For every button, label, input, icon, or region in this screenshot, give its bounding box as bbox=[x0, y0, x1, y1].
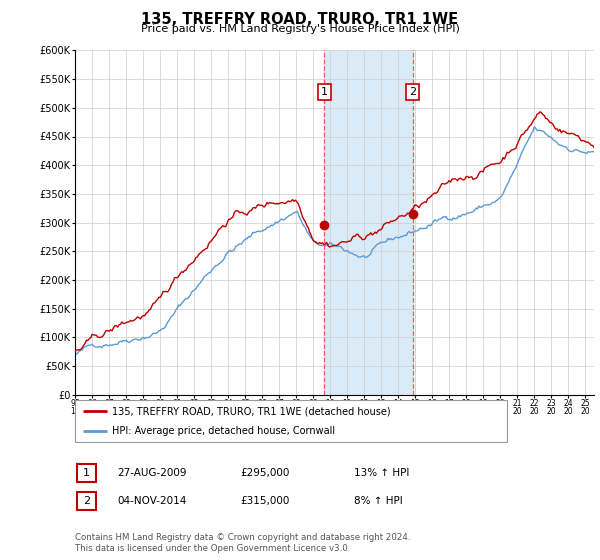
Text: 135, TREFFRY ROAD, TRURO, TR1 1WE (detached house): 135, TREFFRY ROAD, TRURO, TR1 1WE (detac… bbox=[112, 407, 391, 416]
Text: £315,000: £315,000 bbox=[240, 496, 289, 506]
Text: 13% ↑ HPI: 13% ↑ HPI bbox=[354, 468, 409, 478]
Text: Price paid vs. HM Land Registry's House Price Index (HPI): Price paid vs. HM Land Registry's House … bbox=[140, 24, 460, 34]
Text: 2: 2 bbox=[83, 496, 90, 506]
Text: Contains HM Land Registry data © Crown copyright and database right 2024.
This d: Contains HM Land Registry data © Crown c… bbox=[75, 533, 410, 553]
Text: 1: 1 bbox=[83, 468, 90, 478]
Text: 8% ↑ HPI: 8% ↑ HPI bbox=[354, 496, 403, 506]
Text: 1: 1 bbox=[321, 87, 328, 97]
Text: 27-AUG-2009: 27-AUG-2009 bbox=[117, 468, 187, 478]
Bar bbox=[77, 492, 96, 510]
Bar bbox=[324, 50, 413, 395]
Bar bbox=[77, 464, 96, 482]
Text: £295,000: £295,000 bbox=[240, 468, 289, 478]
Text: 135, TREFFRY ROAD, TRURO, TR1 1WE: 135, TREFFRY ROAD, TRURO, TR1 1WE bbox=[142, 12, 458, 27]
Text: 2: 2 bbox=[409, 87, 416, 97]
Text: HPI: Average price, detached house, Cornwall: HPI: Average price, detached house, Corn… bbox=[112, 427, 335, 436]
Text: 04-NOV-2014: 04-NOV-2014 bbox=[117, 496, 187, 506]
